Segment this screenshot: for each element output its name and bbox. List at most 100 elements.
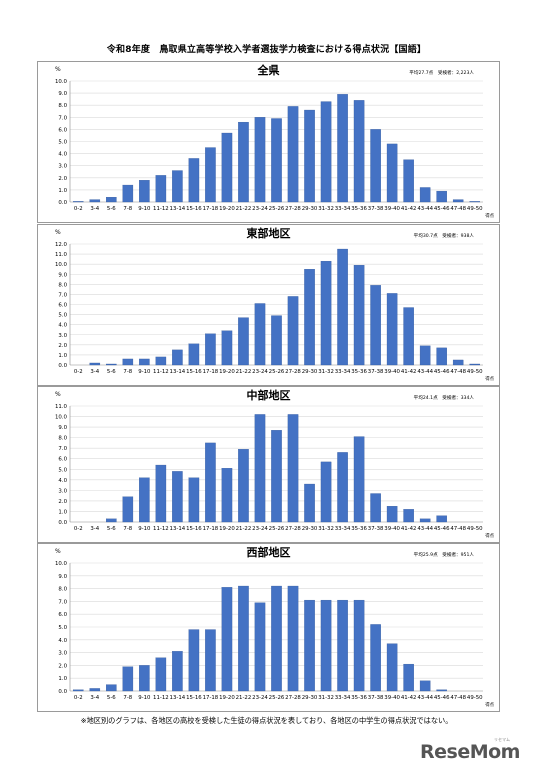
bar — [221, 132, 233, 203]
chart-title: 中部地区 — [247, 388, 291, 402]
x-tick-label: 17-18 — [203, 526, 219, 532]
bar — [89, 362, 101, 366]
bar — [469, 201, 481, 203]
bar — [304, 483, 315, 523]
x-tick-label: 35-36 — [351, 369, 367, 375]
x-tick-label: 15-16 — [186, 206, 202, 212]
x-tick-label: 9-10 — [138, 695, 151, 701]
bar — [72, 201, 84, 203]
x-tick-label: 35-36 — [351, 695, 367, 701]
x-tick-label: 15-16 — [186, 369, 202, 375]
bar — [122, 184, 134, 203]
y-tick-label: 1.0 — [58, 353, 67, 359]
bar — [155, 464, 167, 523]
x-tick-label: 3-4 — [90, 206, 99, 212]
bar — [254, 117, 266, 203]
bar — [238, 449, 249, 523]
x-tick-label: 17-18 — [203, 369, 219, 375]
chart-svg: 西部地区 平均25.9点 受検者：951人% 0.0 1.0 2.0 3.0 4.0 5.0 6… — [55, 545, 495, 708]
bar — [386, 643, 398, 692]
chart-panel-east-district: 東部地区 平均30.7点 受検者：938人% 0.0 1.0 2.0 3.0 4.0 5.0 6… — [37, 224, 500, 386]
bar — [188, 477, 200, 523]
bar — [436, 347, 447, 366]
bar — [172, 651, 183, 692]
bar — [122, 358, 134, 366]
x-tick-label: 21-22 — [236, 206, 252, 212]
bar — [106, 684, 117, 692]
y-tick-label: 9.0 — [58, 91, 67, 97]
chart-svg: 全県 平均27.7点 受検者：2,223人% 0.0 1.0 2.0 3.0 4.0 5.0 6… — [55, 63, 495, 219]
x-tick-label: 9-10 — [138, 526, 151, 532]
bar — [254, 414, 266, 523]
y-tick-label: 3.0 — [58, 164, 67, 170]
x-tick-label: 49-50 — [467, 695, 483, 701]
x-tick-label: 21-22 — [236, 526, 252, 532]
x-tick-label: 25-26 — [269, 369, 285, 375]
x-tick-label: 27-28 — [285, 369, 301, 375]
x-tick-label: 19-20 — [219, 695, 235, 701]
bar — [386, 506, 398, 523]
x-tick-label: 23-24 — [252, 526, 268, 532]
bar — [403, 159, 414, 203]
x-tick-label: 23-24 — [252, 369, 268, 375]
y-tick-label: 1.0 — [58, 188, 67, 194]
y-tick-label: 2.0 — [58, 499, 67, 505]
bar — [205, 442, 216, 523]
bar — [370, 129, 381, 203]
x-tick-label: 21-22 — [236, 369, 252, 375]
bar — [72, 689, 84, 692]
x-tick-label: 5-6 — [107, 206, 116, 212]
x-tick-label: 15-16 — [186, 695, 202, 701]
x-tick-label: 33-34 — [335, 695, 351, 701]
x-tick-label: 43-44 — [417, 695, 433, 701]
y-tick-label: 2.0 — [58, 663, 67, 669]
x-tick-label: 37-38 — [368, 369, 384, 375]
bar — [89, 199, 101, 203]
bar — [139, 180, 150, 203]
x-tick-label: 31-32 — [318, 526, 334, 532]
bar — [139, 665, 150, 692]
bar — [172, 349, 183, 366]
bar — [238, 121, 249, 203]
x-tick-label: 15-16 — [186, 526, 202, 532]
x-tick-label: 47-48 — [450, 369, 466, 375]
x-tick-label: 19-20 — [219, 369, 235, 375]
x-tick-label: 3-4 — [90, 526, 99, 532]
x-tick-label: 11-12 — [153, 695, 169, 701]
chart-panel-all-prefecture: 全県 平均27.7点 受検者：2,223人% 0.0 1.0 2.0 3.0 4.0 5.0 6… — [37, 61, 500, 223]
bar — [353, 436, 365, 523]
y-tick-label: 6.0 — [58, 612, 67, 618]
bar — [122, 666, 134, 692]
y-tick-label: 0.0 — [58, 520, 67, 526]
bar — [188, 629, 200, 692]
y-tick-label: 7.0 — [58, 446, 67, 452]
y-tick-label: 0.0 — [58, 200, 67, 206]
x-tick-label: 33-34 — [335, 369, 351, 375]
x-tick-label: 23-24 — [252, 206, 268, 212]
bar — [155, 356, 167, 366]
y-tick-label: 1.0 — [58, 509, 67, 515]
y-tick-label: 12.0 — [55, 242, 68, 248]
x-tick-label: 37-38 — [368, 695, 384, 701]
y-tick-label: 9.0 — [58, 425, 67, 431]
bar — [254, 303, 266, 366]
x-tick-label: 17-18 — [203, 695, 219, 701]
chart-title: 全県 — [257, 63, 280, 77]
y-tick-label: 9.0 — [58, 574, 67, 580]
bar — [452, 359, 464, 366]
bar — [89, 688, 101, 692]
chart-title: 西部地区 — [247, 545, 291, 559]
x-tick-label: 33-34 — [335, 206, 351, 212]
y-tick-label: 3.0 — [58, 488, 67, 494]
x-tick-label: 25-26 — [269, 206, 285, 212]
x-tick-label: 5-6 — [107, 526, 116, 532]
bar — [436, 515, 447, 523]
y-tick-label: 10.0 — [55, 415, 68, 421]
x-tick-label: 31-32 — [318, 695, 334, 701]
bar — [419, 518, 431, 523]
bar — [221, 587, 233, 692]
bar — [353, 599, 365, 692]
x-tick-label: 37-38 — [368, 206, 384, 212]
x-tick-label: 45-46 — [434, 526, 450, 532]
bar — [205, 629, 216, 692]
